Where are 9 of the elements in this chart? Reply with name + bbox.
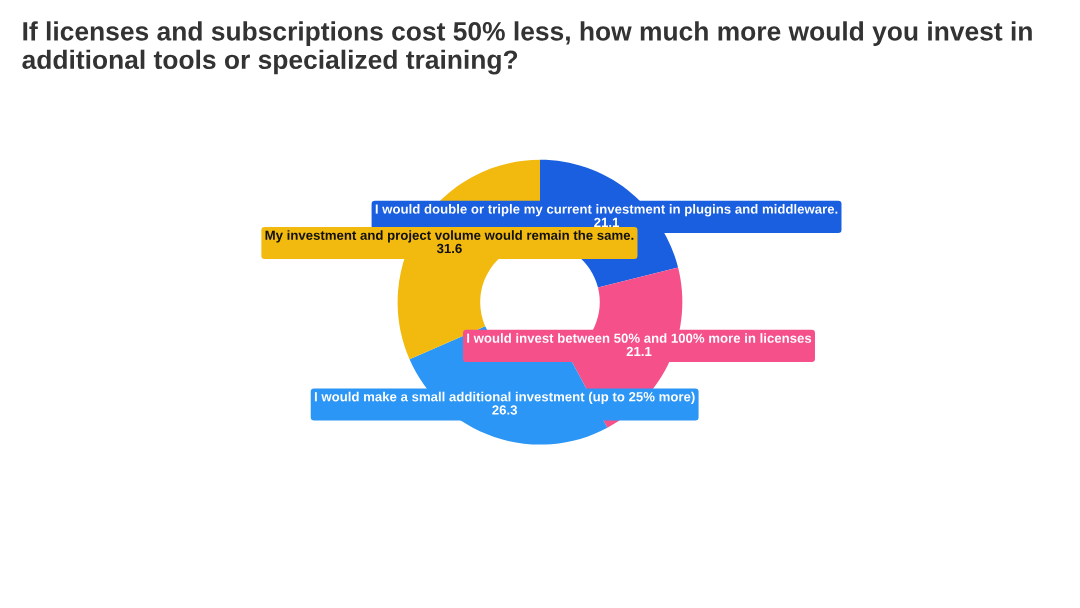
slice-label: My investment and project volume would remain the same. — [265, 230, 634, 243]
slice-label: I would invest between 50% and 100% more in licenses — [467, 333, 812, 343]
slice-label: I would double or triple my current investment in plugins and middleware. — [375, 204, 838, 217]
data-label: 21.1 — [626, 346, 652, 356]
data-label: 31.6 — [436, 243, 462, 254]
slice-label: I would make a small additional investment (up to 25% more) — [314, 391, 695, 405]
chart-title: If licenses and subscriptions cost 50% less, how much more would you invest in additional tools or specialized training? — [22, 21, 1032, 75]
data-label: 21.1 — [594, 217, 620, 227]
data-label: 26.3 — [492, 405, 518, 415]
